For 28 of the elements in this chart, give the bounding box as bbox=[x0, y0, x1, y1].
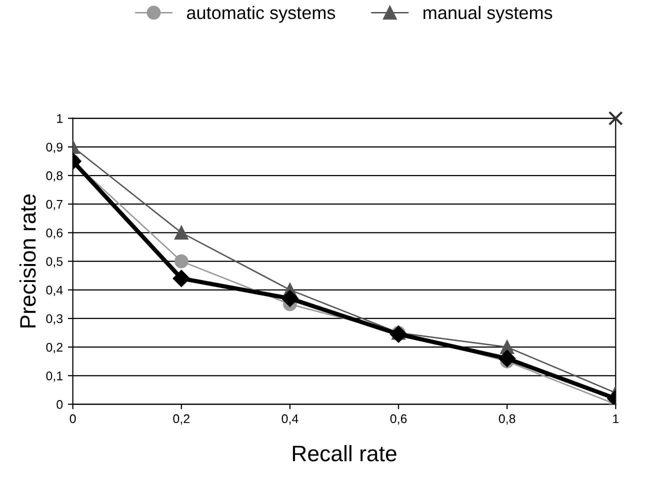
y-axis-title: Precision rate bbox=[19, 194, 36, 328]
y-tick-label: 0,3 bbox=[46, 314, 63, 325]
point bbox=[281, 290, 299, 308]
x-tick-label: 0 bbox=[70, 414, 76, 424]
y-tick-label: 0,6 bbox=[46, 228, 63, 239]
x-tick-label: 0,6 bbox=[390, 414, 407, 425]
x-tick-label: 0,8 bbox=[498, 414, 516, 425]
y-tick-label: 0 bbox=[56, 400, 63, 409]
y-tick-label: 1 bbox=[57, 114, 62, 123]
point bbox=[498, 350, 516, 368]
point bbox=[390, 326, 408, 343]
point bbox=[608, 111, 623, 126]
y-tick-label: 0,5 bbox=[46, 257, 63, 268]
point bbox=[172, 270, 190, 287]
legend-label: manual systems bbox=[424, 6, 552, 23]
x-tick-label: 1 bbox=[613, 414, 619, 424]
x-tick-label: 0,2 bbox=[173, 414, 190, 425]
y-tick-label: 0,2 bbox=[46, 342, 62, 354]
x-tick-label: 0,4 bbox=[282, 414, 298, 425]
y-tick-label: 0,1 bbox=[46, 371, 62, 382]
y-tick-label: 0,9 bbox=[46, 142, 63, 154]
y-tick-label: 0,8 bbox=[46, 171, 63, 182]
x-axis-title: Recall rate bbox=[292, 445, 396, 462]
y-tick-label: 0,7 bbox=[46, 200, 62, 210]
legend-label: automatic systems bbox=[186, 6, 336, 23]
y-tick-label: 0,4 bbox=[46, 286, 63, 296]
point bbox=[174, 254, 188, 268]
point bbox=[174, 226, 188, 240]
